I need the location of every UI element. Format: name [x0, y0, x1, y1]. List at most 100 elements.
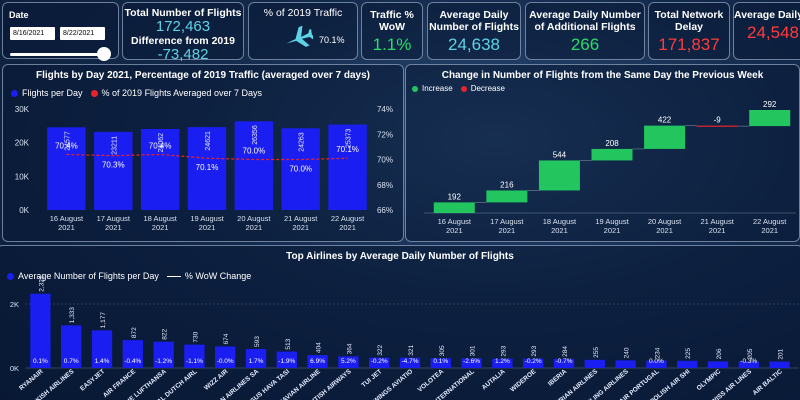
- airline-bar-label: 593: [254, 336, 261, 347]
- wow-change-label: -0.2%: [371, 358, 388, 365]
- x-tick-label-year: 2021: [246, 223, 263, 232]
- airline-bar-label: 872: [131, 327, 138, 338]
- increase-bar: [538, 160, 580, 191]
- airline-name-label: WIZZ AIR: [203, 368, 230, 392]
- pct-line-label: 70.1%: [336, 145, 359, 154]
- kpi-pct-2019: % of 2019 Traffic 70.1%: [248, 2, 358, 60]
- date-slider-handle[interactable]: [97, 47, 111, 61]
- top-airlines-title: Top Airlines by Average Daily Number of …: [286, 251, 514, 262]
- change-bar-label: 292: [763, 100, 777, 109]
- change-bar-label: 208: [605, 139, 619, 148]
- airline-bar: [461, 358, 482, 368]
- avg-daily-value: 24,638: [448, 35, 500, 54]
- legend-avg-flights-label: Average Number of Flights per Day: [18, 271, 159, 281]
- airline-name-label: EASYJET: [79, 368, 106, 392]
- change-chart-title: Change in Number of Flights from the Sam…: [441, 70, 764, 81]
- date-slicer[interactable]: Date 8/16/2021 8/22/2021: [2, 2, 119, 61]
- pct-2019-title: % of 2019 Traffic: [263, 7, 343, 19]
- legend-wow-line: [166, 275, 181, 277]
- airline-bar: [30, 293, 51, 368]
- flights-bar-label: 23211: [111, 136, 118, 155]
- airline-bar: [276, 351, 297, 368]
- total-flights-value: 172,463: [155, 18, 211, 35]
- change-bar-label: 544: [553, 150, 567, 159]
- y2-tick-label: 70%: [377, 156, 393, 165]
- y2-tick-label: 72%: [377, 130, 393, 139]
- airline-name-label: OLYMPIC: [696, 368, 723, 392]
- start-date-input[interactable]: 8/16/2021: [10, 27, 55, 40]
- x-tick-label-year: 2021: [199, 223, 216, 232]
- wow-change-label: -0.7%: [556, 358, 573, 365]
- airline-bar: [492, 358, 513, 368]
- airline-bar: [184, 344, 205, 368]
- airline-bar: [646, 360, 667, 368]
- change-bar-label: 192: [448, 192, 462, 201]
- wow-change-label: 1.4%: [95, 358, 110, 365]
- kpi-total-network-delay: Total Network Delay 171,837: [648, 2, 730, 60]
- difference-title: Difference from 2019: [131, 35, 235, 47]
- x-tick-label: 16 August: [438, 217, 472, 226]
- x-tick-label: 16 August: [50, 214, 84, 223]
- pct-line-label: 70.4%: [55, 141, 78, 150]
- airline-bar-label: 322: [377, 344, 384, 355]
- x-tick-label: 17 August: [97, 214, 131, 223]
- airline-bar-label: 305: [439, 345, 446, 356]
- flights-bar: [281, 128, 320, 210]
- wow-change-label: 1.7%: [249, 358, 264, 365]
- x-tick-label-year: 2021: [656, 226, 673, 235]
- airline-bar-label: 234: [654, 347, 661, 358]
- x-tick-label-year: 2021: [292, 223, 309, 232]
- airline-bar: [91, 330, 113, 368]
- airline-bar-label: 293: [500, 345, 507, 356]
- airline-bar: [523, 358, 544, 368]
- airline-bar: [245, 349, 267, 368]
- flights-bar: [94, 131, 133, 210]
- airline-name-label: AIR BALTIC: [752, 368, 785, 397]
- increase-bar: [644, 125, 686, 149]
- airline-bar: [707, 361, 729, 368]
- wow-change-label: 5.2%: [341, 358, 356, 365]
- flights-bar-label: 25373: [346, 128, 353, 148]
- change-vs-previous-week-chart: Change in Number of Flights from the Sam…: [405, 64, 800, 242]
- airline-bar: [738, 361, 759, 368]
- end-date-input[interactable]: 8/22/2021: [60, 27, 105, 40]
- y-tick-label: 0K: [19, 206, 29, 215]
- kpi-total-flights: Total Number of Flights 172,463 Differen…: [122, 2, 244, 62]
- avg-delay-value: 24,548: [747, 23, 799, 42]
- date-slider-track[interactable]: [10, 53, 106, 56]
- x-tick-label: 22 August: [753, 217, 787, 226]
- flights-bar-label: 24062: [158, 133, 165, 153]
- date-slicer-label: Date: [9, 10, 29, 20]
- airline-bar: [153, 341, 174, 368]
- wow-change-label: -1.2%: [155, 358, 172, 365]
- airline-bar-label: 730: [192, 331, 199, 342]
- airline-bar-label: 255: [593, 347, 600, 358]
- legend-flights-label: Flights per Day: [22, 88, 83, 98]
- airline-name-label: RYANAIR: [18, 368, 45, 392]
- airline-name-label: WIDEROE: [509, 368, 538, 394]
- pct-line: [66, 153, 348, 161]
- legend-increase-dot: [412, 85, 418, 92]
- flights-bar: [187, 127, 227, 210]
- airline-bar-label: 364: [346, 343, 353, 354]
- airline-bar-label: 206: [716, 348, 723, 359]
- top-airlines-legend: Average Number of Flights per Day % WoW …: [7, 271, 251, 281]
- x-tick-label: 18 August: [543, 217, 577, 226]
- airline-bar: [769, 361, 790, 368]
- airline-bar: [584, 359, 605, 368]
- airline-bar-label: 404: [316, 342, 323, 353]
- avg-daily-title: Average Daily Number of Flights: [429, 9, 519, 33]
- airline-bar: [430, 358, 451, 368]
- avg-additional-title: Average Daily Number of Additional Fligh…: [529, 9, 641, 33]
- x-tick-label: 20 August: [237, 214, 271, 223]
- x-tick-label-year: 2021: [761, 226, 778, 235]
- flights-by-day-title: Flights by Day 2021, Percentage of 2019 …: [35, 70, 371, 81]
- wow-change-label: 0.0%: [649, 358, 664, 365]
- avg-additional-value: 266: [570, 35, 600, 54]
- airline-name-label: TUI JET: [360, 368, 383, 389]
- legend-increase-label: Increase: [422, 84, 453, 93]
- total-flights-title: Total Number of Flights: [124, 7, 242, 19]
- airline-bar: [307, 355, 328, 368]
